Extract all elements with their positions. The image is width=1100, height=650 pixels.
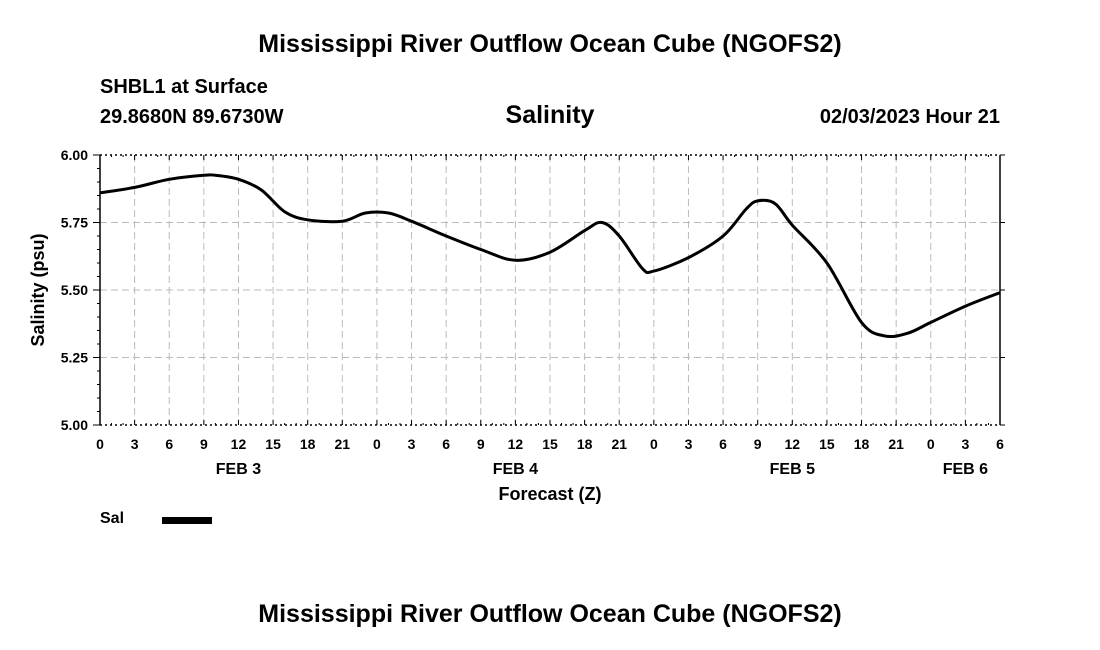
x-tick-label: 21	[335, 436, 351, 452]
day-label: FEB 6	[943, 461, 988, 478]
y-tick-label: 5.50	[61, 282, 88, 298]
series-line-sal	[99, 173, 1001, 339]
legend-label: Sal	[100, 510, 125, 527]
x-tick-label: 15	[819, 436, 835, 452]
x-tick-label: 6	[165, 436, 173, 452]
x-tick-label: 18	[854, 436, 870, 452]
station-label: SHBL1 at Surface	[100, 76, 268, 98]
x-tick-label: 3	[685, 436, 693, 452]
y-tick-label: 5.00	[61, 417, 88, 433]
x-tick-label: 3	[408, 436, 416, 452]
x-tick-label: 15	[542, 436, 558, 452]
variable-title: Salinity	[505, 101, 595, 129]
label-layer: 0 3 6 9 12 15 18 21 0 3 6 9 12 15 18 21 0 3 6 9 12 15 18 21 0 3 6 5…	[28, 147, 1004, 504]
day-label: FEB 5	[770, 461, 815, 478]
x-tick-label: 18	[577, 436, 593, 452]
x-tick-label: 0	[650, 436, 658, 452]
day-label: FEB 4	[493, 461, 538, 478]
x-tick-label: 6	[442, 436, 450, 452]
x-tick-label: 3	[961, 436, 969, 452]
x-tick-label: 6	[996, 436, 1004, 452]
series-layer	[99, 173, 1001, 339]
x-tick-label: 9	[200, 436, 208, 452]
x-tick-label: 12	[785, 436, 801, 452]
coordinates-label: 29.8680N 89.6730W	[100, 106, 284, 128]
y-axis-title: Salinity (psu)	[28, 233, 48, 346]
x-tick-label: 0	[96, 436, 104, 452]
x-tick-label: 21	[611, 436, 627, 452]
datetime-label: 02/03/2023 Hour 21	[819, 106, 1000, 128]
x-tick-label: 3	[131, 436, 139, 452]
x-tick-label: 0	[927, 436, 935, 452]
x-tick-label: 6	[719, 436, 727, 452]
x-tick-label: 21	[888, 436, 904, 452]
footer-title: Mississippi River Outflow Ocean Cube (NG…	[258, 600, 842, 628]
x-tick-label: 0	[373, 436, 381, 452]
grid-layer	[100, 155, 1000, 425]
x-tick-label: 9	[477, 436, 485, 452]
x-tick-label: 15	[265, 436, 281, 452]
salinity-chart: 0 3 6 9 12 15 18 21 0 3 6 9 12 15 18 21 0 3 6 9 12 15 18 21 0 3 6 5…	[28, 147, 1005, 504]
day-label: FEB 3	[216, 461, 261, 478]
x-tick-label: 12	[508, 436, 524, 452]
main-title: Mississippi River Outflow Ocean Cube (NG…	[258, 30, 842, 58]
y-tick-label: 6.00	[61, 147, 88, 163]
x-axis-title: Forecast (Z)	[498, 484, 601, 504]
x-tick-label: 12	[231, 436, 247, 452]
y-tick-label: 5.25	[61, 350, 88, 366]
x-tick-label: 18	[300, 436, 316, 452]
y-tick-label: 5.75	[61, 215, 88, 231]
x-tick-label: 9	[754, 436, 762, 452]
axis-layer	[93, 154, 1005, 426]
legend-line-swatch	[162, 517, 212, 524]
